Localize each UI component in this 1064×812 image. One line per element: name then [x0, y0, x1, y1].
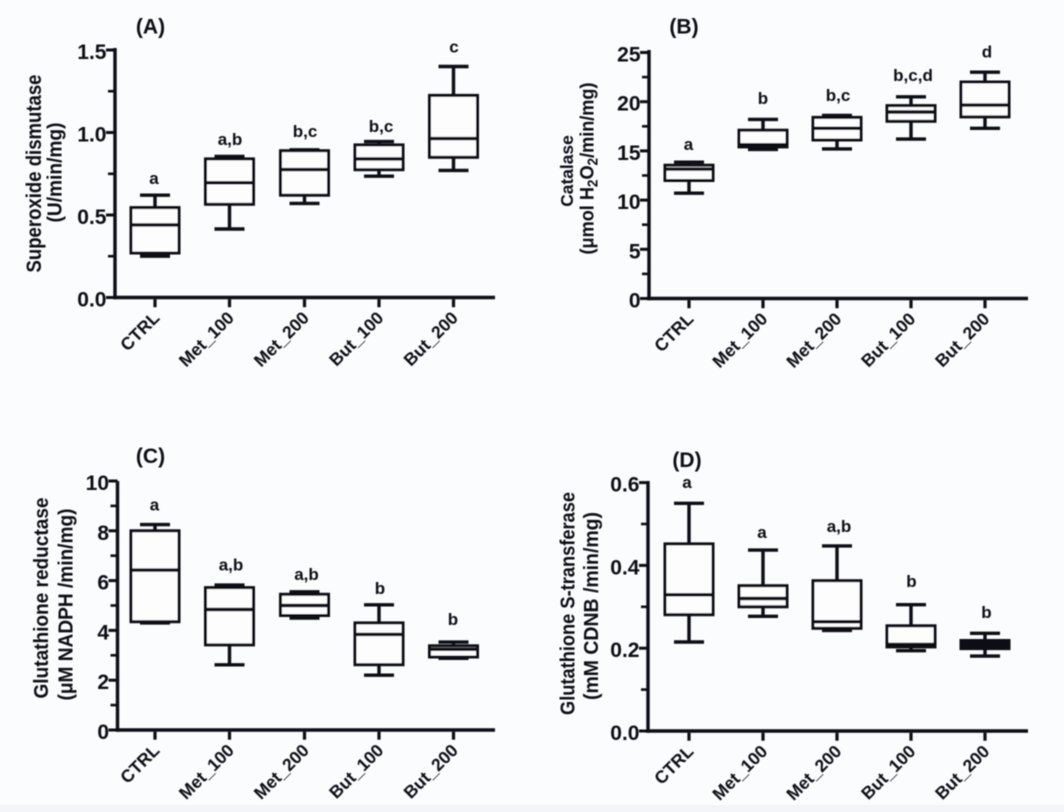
svg-text:a: a — [684, 135, 694, 154]
svg-text:1.5: 1.5 — [77, 41, 107, 64]
svg-text:a: a — [150, 496, 160, 515]
svg-text:b: b — [375, 579, 385, 598]
svg-text:b: b — [758, 89, 768, 108]
svg-text:a: a — [682, 473, 692, 492]
svg-text:b,c: b,c — [826, 86, 851, 105]
svg-text:a: a — [757, 523, 767, 542]
svg-text:2: 2 — [97, 671, 109, 694]
svg-text:6: 6 — [97, 572, 109, 595]
svg-text:0.5: 0.5 — [77, 206, 107, 229]
svg-text:b,c,d: b,c,d — [893, 66, 933, 85]
svg-text:(D): (D) — [672, 449, 701, 472]
svg-text:0.2: 0.2 — [610, 639, 639, 662]
svg-text:b: b — [981, 603, 991, 622]
svg-text:b,c: b,c — [293, 122, 318, 141]
svg-text:0: 0 — [629, 290, 641, 313]
svg-text:1.0: 1.0 — [77, 124, 106, 147]
svg-text:5: 5 — [629, 240, 641, 263]
svg-text:(B): (B) — [669, 16, 698, 39]
svg-text:(C): (C) — [136, 445, 165, 468]
svg-text:a,b: a,b — [218, 130, 243, 149]
svg-text:25: 25 — [617, 44, 641, 67]
svg-text:Superoxide dismutase: Superoxide dismutase — [23, 75, 46, 273]
svg-text:10: 10 — [86, 472, 109, 495]
svg-text:0: 0 — [97, 721, 109, 744]
svg-text:(mM CDNB /min/mg): (mM CDNB /min/mg) — [581, 512, 603, 700]
svg-text:b,c: b,c — [369, 117, 394, 136]
svg-text:b: b — [448, 610, 458, 629]
svg-text:(μmol H2O2/min/mg): (μmol H2O2/min/mg) — [577, 83, 602, 255]
svg-text:Glutathione S-transferase: Glutathione S-transferase — [557, 492, 580, 715]
svg-text:15: 15 — [617, 142, 641, 165]
svg-text:(U/min/mg): (U/min/mg) — [44, 123, 67, 223]
svg-text:0.4: 0.4 — [610, 556, 640, 579]
svg-text:b: b — [906, 572, 916, 591]
svg-text:0.0: 0.0 — [77, 289, 106, 312]
svg-text:8: 8 — [97, 522, 109, 545]
svg-text:a,b: a,b — [294, 565, 319, 584]
svg-text:a: a — [149, 169, 159, 188]
svg-text:10: 10 — [617, 191, 640, 214]
svg-text:(μM NADPH /min/mg): (μM NADPH /min/mg) — [56, 509, 78, 701]
svg-text:0.0: 0.0 — [610, 722, 639, 745]
svg-text:a,b: a,b — [219, 556, 244, 575]
svg-text:c: c — [449, 38, 458, 57]
svg-text:(A): (A) — [136, 16, 165, 39]
svg-text:0.6: 0.6 — [610, 474, 639, 497]
svg-text:d: d — [982, 43, 992, 62]
svg-text:a,b: a,b — [827, 517, 852, 536]
svg-text:Glutathione reductase: Glutathione reductase — [30, 498, 53, 699]
svg-text:4: 4 — [97, 621, 109, 644]
svg-text:Catalase: Catalase — [557, 135, 577, 207]
svg-text:20: 20 — [617, 93, 640, 116]
